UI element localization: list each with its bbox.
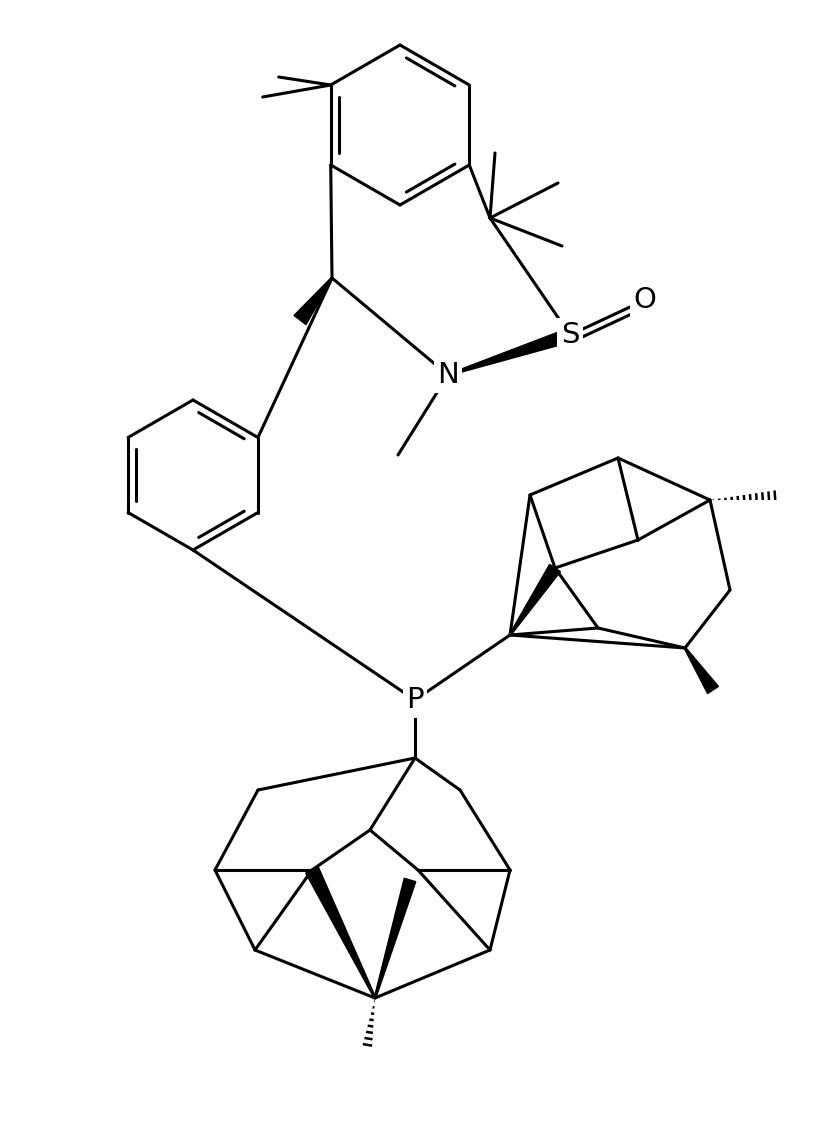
Text: N: N (437, 361, 459, 390)
Polygon shape (375, 878, 416, 998)
Text: S: S (561, 321, 580, 349)
Polygon shape (448, 328, 572, 376)
Polygon shape (509, 565, 560, 636)
Text: P: P (407, 686, 424, 714)
Polygon shape (294, 278, 333, 325)
Polygon shape (306, 867, 375, 999)
Polygon shape (685, 648, 718, 694)
Text: O: O (633, 286, 656, 314)
